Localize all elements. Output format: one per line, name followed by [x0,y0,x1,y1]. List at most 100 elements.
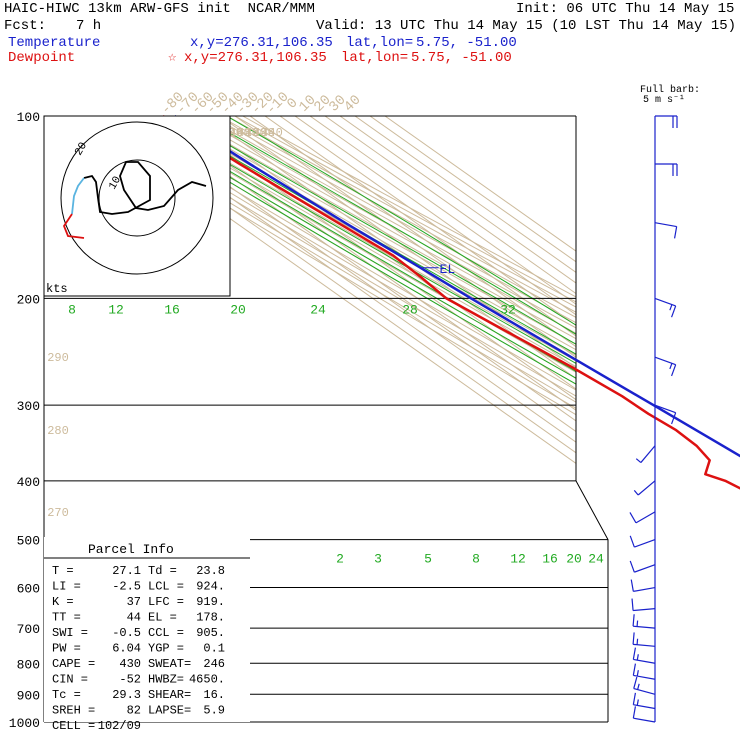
parcel-stat-value: 44 [127,611,141,625]
parcel-stat-label: Tc = [52,688,81,702]
wind-barb-flag [671,364,677,377]
dry-adiabat [234,116,608,722]
temperature-latlon-label: lat,lon= [346,35,414,51]
temperature-latlon: 5.75, -51.00 [416,35,517,51]
pressure-tick-label: 100 [17,110,40,125]
dewpoint-marker-icon: ☆ [168,50,177,66]
wind-barb [633,586,656,592]
barb-legend-line1: Full barb: [640,85,701,96]
parcel-stat-value: 905. [196,626,225,640]
dry-adiabat [110,116,608,722]
mixing-ratio-label: 8 [472,551,480,566]
parcel-stat-label: Td = [148,564,177,578]
parcel-stat-label: CCL = [148,626,184,640]
hodograph-ring-outer [60,121,214,275]
wind-barb-flag [633,676,638,689]
dry-adiabat [180,116,608,722]
parcel-info-title: Parcel Info [88,542,174,557]
hodograph-ring-label: 10 [107,175,124,192]
parcel-stat-value: 37 [127,595,141,609]
isotherm-line [354,116,608,722]
wind-barb-half [633,490,639,496]
wind-barb-flag [629,535,635,548]
dewpoint-latlon-label: lat,lon= [341,50,409,66]
isotherm-line [234,116,608,722]
wind-barb [654,297,676,307]
parcel-stat-value: 29.3 [112,688,141,702]
wind-barb-flag [631,598,634,611]
parcel-stat-label: SHEAR= [148,688,191,702]
wind-barb-flag [671,412,677,425]
valid-time: Valid: 13 UTC Thu 14 May 15 (10 LST Thu … [316,18,737,34]
wind-barb [633,704,656,710]
dry-adiabat [226,116,608,722]
parcel-stat-value: -52 [119,673,141,687]
parcel-stat-value: -2.5 [112,580,141,594]
hodograph-trace-low [62,213,85,239]
parcel-stat-value: 4650. [189,673,225,687]
wind-barb [640,445,656,463]
wind-barb [635,511,656,524]
wind-barb [634,539,656,548]
wind-barb-flag [629,512,637,524]
parcel-stat-label: LCL = [148,580,184,594]
hodograph-ring-label: 20 [73,141,90,158]
barb-legend-line2: 5 m s⁻¹ [643,95,686,106]
mixing-ratio-label: 3 [374,551,382,566]
wind-barb-flag [629,560,635,573]
temperature-profile [173,114,740,458]
isotherm-line [129,116,608,722]
wind-barb-flag [630,579,634,592]
moist-adiabat-label: 20 [230,302,246,317]
parcel-stat-value: -0.5 [112,626,141,640]
forecast-label: Fcst: [4,18,47,34]
parcel-stat-label: T = [52,564,74,578]
mixing-ratio-label: 24 [588,551,604,566]
isotherm-line [324,116,608,722]
moist-adiabat [147,116,608,722]
parcel-stat-label: EL = [148,611,177,625]
dewpoint-xy: x,y=276.31,106.35 [184,50,327,66]
wind-barb [633,687,656,695]
wind-barb-half [636,654,639,661]
hodograph-trace [83,161,207,215]
moist-adiabat-label: 32 [500,302,516,317]
theta-label: 280 [47,424,69,438]
dry-adiabat [219,116,608,722]
isotherm-label: 40 [341,92,364,115]
isotherm-line [279,116,608,722]
wind-barb-half [669,304,673,311]
pressure-tick-label: 800 [17,657,40,672]
wind-barb-flag [632,614,635,627]
parcel-stat-value: 430 [119,657,141,671]
parcel-stat-label: HWBZ= [148,673,184,687]
parcel-stat-label: SREH = [52,704,95,718]
moist-adiabat-label: 28 [402,302,418,317]
wind-barb [654,222,677,228]
isotherm-line [264,116,608,722]
theta-label: 430 [253,126,275,140]
hodograph-box [43,115,231,297]
plot-title: HAIC-HIWC 13km ARW-GFS init NCAR/MMM [4,1,315,17]
mixing-ratio-label: 12 [510,551,526,566]
temperature-legend-label: Temperature [8,35,101,51]
parcel-stat-value: 0.1 [203,642,225,656]
wind-barb-half [636,638,639,645]
parcel-info-box [44,537,250,722]
el-marker-label: EL [440,262,456,277]
isotherm-line [294,116,608,722]
hodograph-units-label: kts [46,282,68,296]
dewpoint-legend-label: Dewpoint [8,50,76,66]
isotherm-line [114,116,608,722]
theta-label: 410 [237,126,259,140]
wind-barb-flag [632,706,637,719]
parcel-stat-value: 924. [196,580,225,594]
dry-adiabat [141,116,608,722]
dry-adiabat [188,116,608,722]
dry-adiabat [87,116,608,722]
parcel-stat-value: 919. [196,595,225,609]
mixing-ratio-label: 2 [336,551,344,566]
pressure-tick-label: 900 [17,688,40,703]
